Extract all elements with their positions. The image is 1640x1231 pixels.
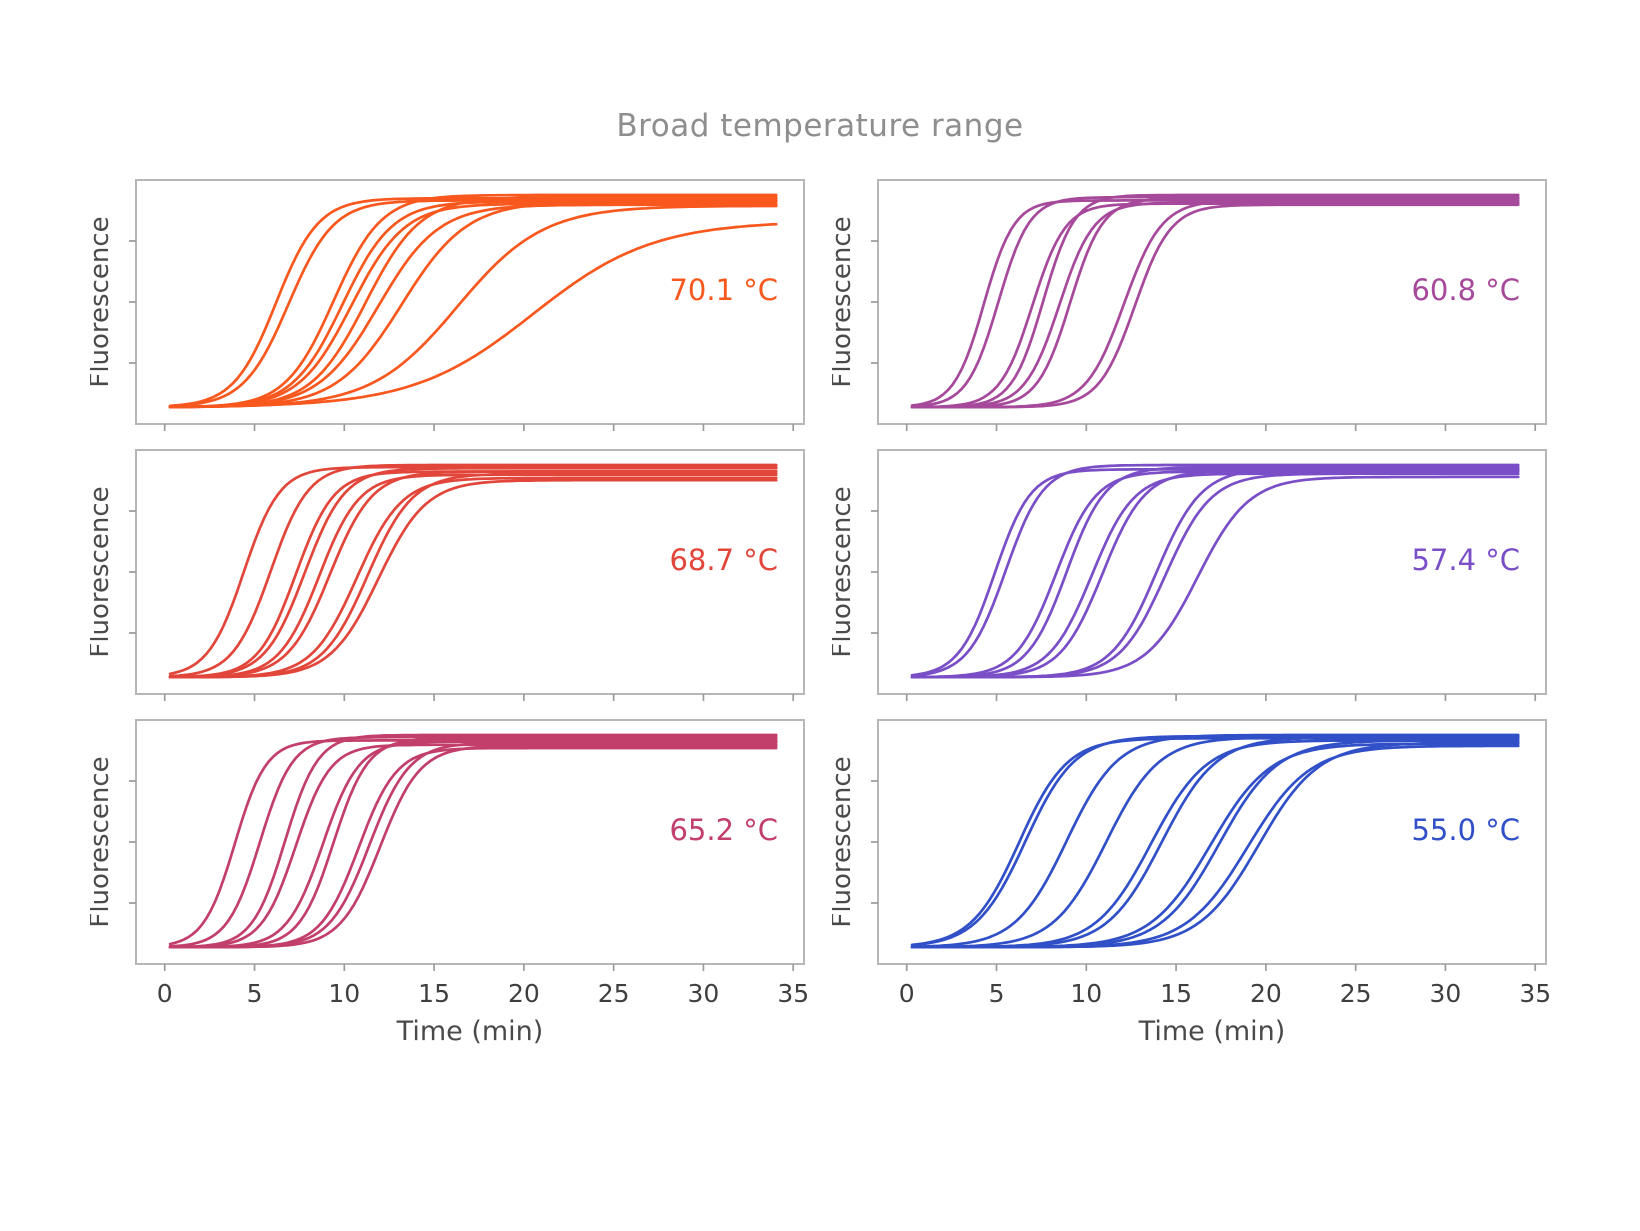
temperature-label: 60.8 °C [1411,273,1520,307]
amplification-curve [168,744,778,949]
x-tick-label: 35 [777,979,808,1008]
curves-group [910,463,1520,679]
figure-title: Broad temperature range [616,108,1024,144]
amplification-curve [910,463,1520,678]
x-tick-label: 15 [1160,979,1192,1008]
temperature-label: 65.2 °C [669,813,778,847]
x-tick-label: 0 [899,979,915,1008]
x-tick-label: 20 [1250,979,1282,1008]
panel-frame [135,179,805,425]
y-axis-label: Fluorescence [90,756,115,927]
panel-grid: Fluorescence 70.1 °C Fluorescence 60.8 °… [0,178,1640,1052]
temperature-label: 70.1 °C [669,273,778,307]
curves-group [168,193,778,409]
curves-group [168,463,778,679]
ticks-group [129,510,795,701]
ticks-group [871,780,1537,971]
y-axis-label: Fluorescence [832,756,857,927]
panel-60-8c: Fluorescence 60.8 °C [832,179,1547,431]
panel-frame [135,449,805,695]
ticks-group [129,240,795,431]
x-tick-label: 25 [1340,979,1372,1008]
amplification-curve [910,469,1520,679]
panel-frame [877,179,1547,425]
panel-68-7c: Fluorescence 68.7 °C [90,449,805,701]
ticks-group [129,780,795,971]
panel-frame [877,449,1547,695]
amplification-curve [168,478,778,679]
x-tick-label: 0 [157,979,173,1008]
x-tick-label: 5 [247,979,263,1008]
figure: Broad temperature range Fluorescence 70.… [0,108,1640,1052]
amplification-curve [910,196,1520,409]
amplification-curve [168,222,778,409]
x-tick-label: 15 [418,979,450,1008]
amplification-curve [910,741,1520,949]
curves-group [910,193,1520,409]
panel-57-4c: Fluorescence 57.4 °C [832,449,1547,701]
amplification-curve [168,736,778,949]
x-axis-label: Time (min) [396,1016,544,1047]
y-axis-label: Fluorescence [832,216,857,387]
amplification-curve [910,475,1520,679]
y-axis-label: Fluorescence [832,486,857,657]
x-tick-label: 10 [328,979,360,1008]
x-tick-label: 5 [989,979,1005,1008]
amplification-curve [168,193,778,409]
panel-65-2c: Fluorescence 0 5 10 15 20 25 30 35 65.2 °C Time… [90,719,808,1047]
y-axis-label: Fluorescence [90,486,115,657]
temperature-label: 68.7 °C [669,543,778,577]
x-tick-label: 35 [1519,979,1550,1008]
x-axis-label: Time (min) [1138,1016,1286,1047]
temperature-label: 57.4 °C [1411,543,1520,577]
x-tick-label: 20 [508,979,540,1008]
x-tick-label: 30 [688,979,720,1008]
panel-55-0c: Fluorescence 0 5 10 15 20 25 30 35 55.0 °C Time… [832,719,1550,1047]
y-axis-label: Fluorescence [90,216,115,387]
amplification-curve [168,476,778,679]
x-tick-labels: 0 5 10 15 20 25 30 35 [157,979,808,1008]
temperature-label: 55.0 °C [1411,813,1520,847]
panel-70-1c: Fluorescence 70.1 °C [90,179,805,431]
ticks-group [871,240,1537,431]
x-tick-label: 10 [1070,979,1102,1008]
x-tick-label: 25 [598,979,630,1008]
curves-group [168,733,778,949]
amplification-curve [168,470,778,679]
ticks-group [871,510,1537,701]
curves-group [910,733,1520,949]
x-tick-labels: 0 5 10 15 20 25 30 35 [899,979,1550,1008]
amplification-curve [910,193,1520,409]
amplification-curve [910,203,1520,409]
amplification-curve [910,733,1520,949]
amplification-curve [168,463,778,678]
x-tick-label: 30 [1430,979,1462,1008]
amplification-curve [168,733,778,949]
amplification-curve [168,466,778,679]
amplification-curve [168,203,778,409]
